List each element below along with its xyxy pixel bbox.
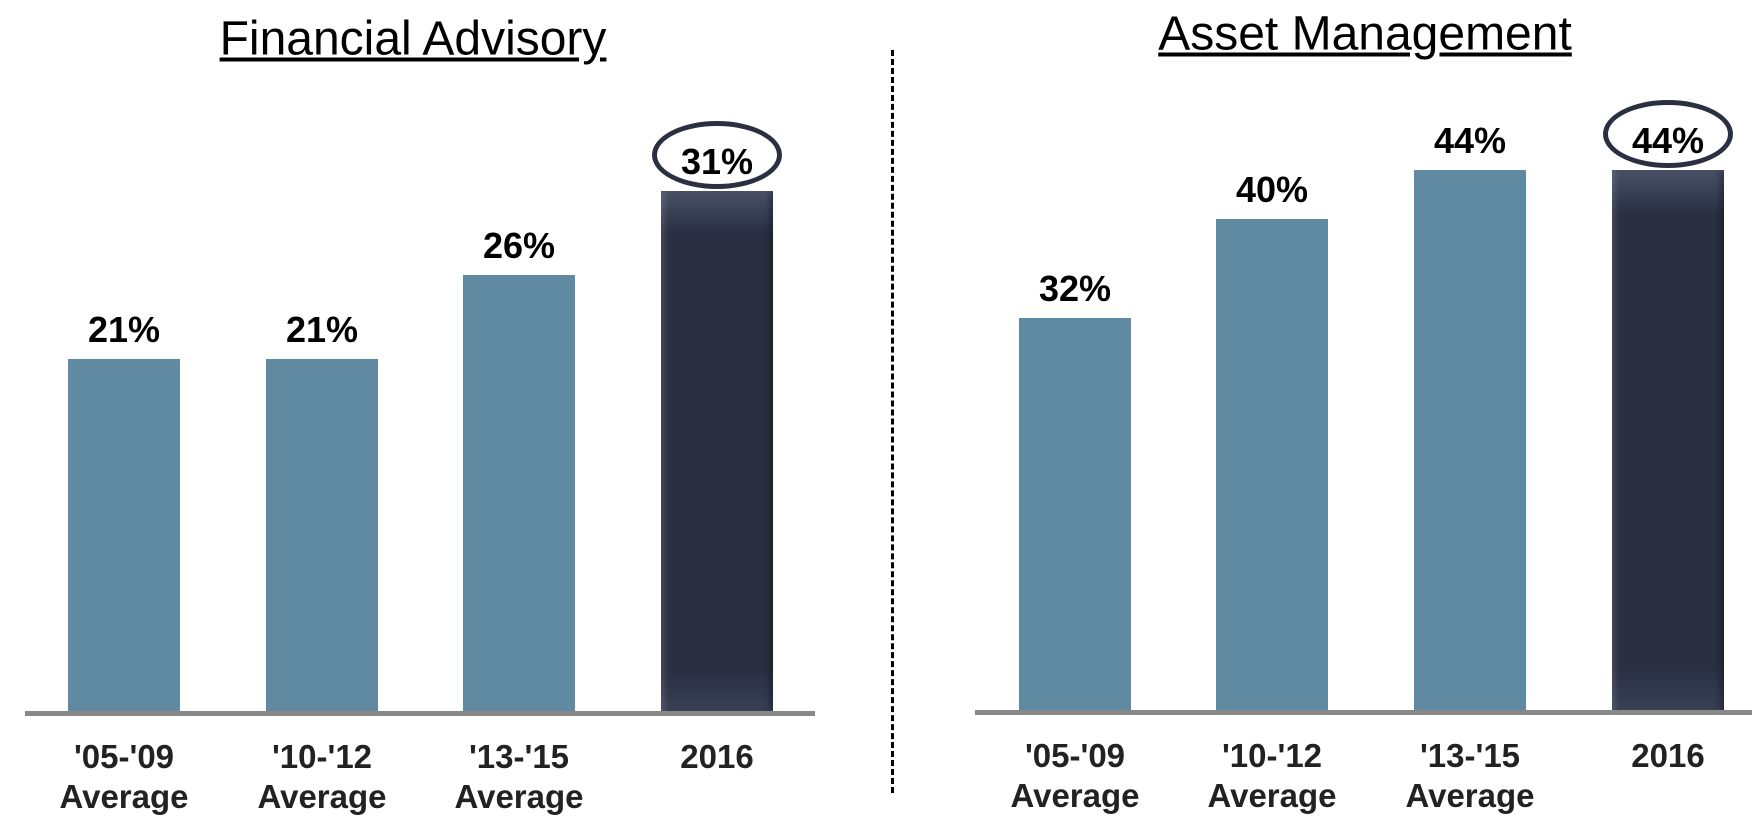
divider bbox=[891, 50, 894, 793]
bar bbox=[463, 274, 575, 713]
x-tick-label: '10-'12 Average bbox=[1207, 737, 1337, 814]
baseline bbox=[25, 711, 815, 716]
value-label: 40% bbox=[1235, 168, 1309, 210]
bar bbox=[266, 359, 378, 713]
chart-title: Financial Advisory bbox=[219, 12, 607, 66]
x-tick-label: '05-'09 Average bbox=[59, 738, 189, 815]
bar bbox=[68, 359, 180, 713]
x-tick-label: 2016 bbox=[680, 738, 754, 775]
x-tick-label: 2016 bbox=[1631, 737, 1705, 774]
value-label: 44% bbox=[1433, 119, 1507, 161]
highlight-ellipse bbox=[652, 120, 782, 189]
value-label: 32% bbox=[1038, 267, 1112, 309]
x-tick-label: '10-'12 Average bbox=[257, 738, 387, 815]
x-tick-label: '13-'15 Average bbox=[454, 738, 584, 815]
value-label: 26% bbox=[482, 224, 556, 266]
value-label: 21% bbox=[285, 309, 359, 351]
bar bbox=[1019, 317, 1131, 712]
bar bbox=[1216, 218, 1328, 712]
chart-title: Asset Management bbox=[1158, 7, 1572, 61]
highlight-ellipse bbox=[1603, 99, 1733, 168]
baseline bbox=[975, 710, 1752, 715]
bar bbox=[1414, 169, 1526, 712]
x-tick-label: '05-'09 Average bbox=[1010, 737, 1140, 814]
x-tick-label: '13-'15 Average bbox=[1405, 737, 1535, 814]
bar bbox=[661, 190, 773, 713]
value-label: 21% bbox=[87, 309, 161, 351]
bar bbox=[1612, 169, 1724, 712]
